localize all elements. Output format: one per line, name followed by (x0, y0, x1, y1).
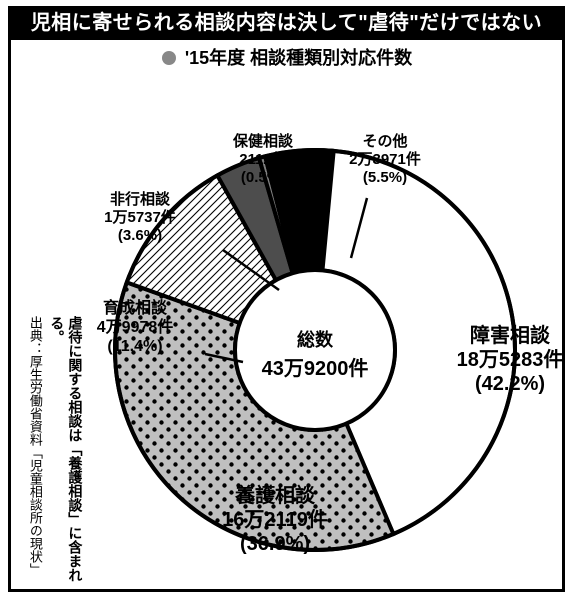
title-bar: 児相に寄せられる相談内容は決して"虐待"だけではない (8, 6, 565, 40)
center-total-label: 総数 (245, 326, 385, 352)
subtitle-text: '15年度 相談種類別対応件数 (185, 48, 412, 68)
pie-chart: 総数 43万9200件 障害相談18万5283件(42.2%)養護相談16万21… (95, 90, 535, 530)
side-note-1: 虐待に関する相談は「養護相談」に含まれる。 (48, 316, 84, 600)
subtitle-dot-icon (161, 50, 177, 66)
center-total: 総数 43万9200件 (245, 326, 385, 381)
subtitle: '15年度 相談種類別対応件数 (8, 44, 565, 70)
center-total-value: 43万9200件 (245, 352, 385, 381)
title-text: 児相に寄せられる相談内容は決して"虐待"だけではない (31, 12, 542, 34)
side-note-2: 出典：厚生労働省資料「児童相談所の現状」 (26, 316, 43, 576)
